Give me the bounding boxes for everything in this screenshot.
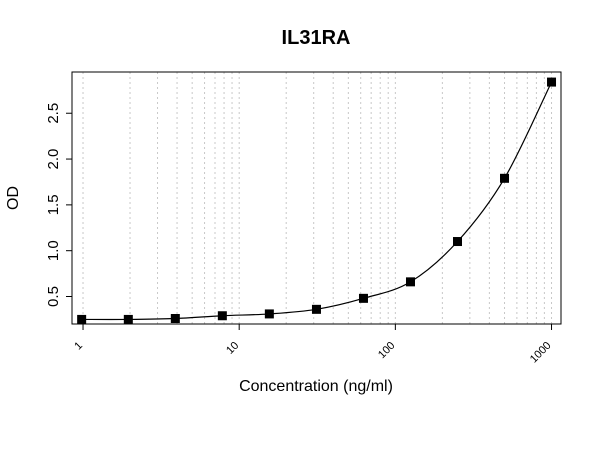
- data-point: [311, 304, 321, 314]
- data-point: [123, 314, 133, 324]
- data-points: [77, 77, 557, 324]
- data-point: [77, 314, 87, 324]
- y-axis-label: OD: [5, 186, 22, 210]
- x-axis: 1 10 100 1000: [72, 324, 554, 366]
- data-point: [358, 293, 368, 303]
- grid-lines: [82, 72, 553, 324]
- x-tick-label: 1000: [528, 340, 554, 366]
- data-point: [405, 277, 415, 287]
- data-point: [170, 314, 180, 324]
- data-point: [452, 237, 462, 247]
- data-point: [217, 311, 227, 321]
- data-point: [264, 309, 274, 319]
- plot-frame: [71, 71, 562, 325]
- y-tick-label: 1.0: [45, 240, 62, 261]
- y-tick-label: 2.0: [45, 149, 62, 170]
- y-tick-label: 1.5: [45, 194, 62, 215]
- y-axis: 0.5 1.0 1.5 2.0 2.5: [45, 103, 72, 307]
- x-tick-label: 100: [376, 340, 397, 361]
- data-point: [547, 77, 557, 87]
- x-tick-label: 1: [72, 340, 85, 353]
- x-axis-label: Concentration (ng/ml): [239, 378, 393, 395]
- y-tick-label: 0.5: [45, 286, 62, 307]
- x-tick-label: 10: [224, 340, 241, 357]
- y-tick-label: 2.5: [45, 103, 62, 124]
- fit-curve: [81, 81, 553, 321]
- chart-title: IL31RA: [282, 27, 351, 49]
- data-point: [500, 173, 510, 183]
